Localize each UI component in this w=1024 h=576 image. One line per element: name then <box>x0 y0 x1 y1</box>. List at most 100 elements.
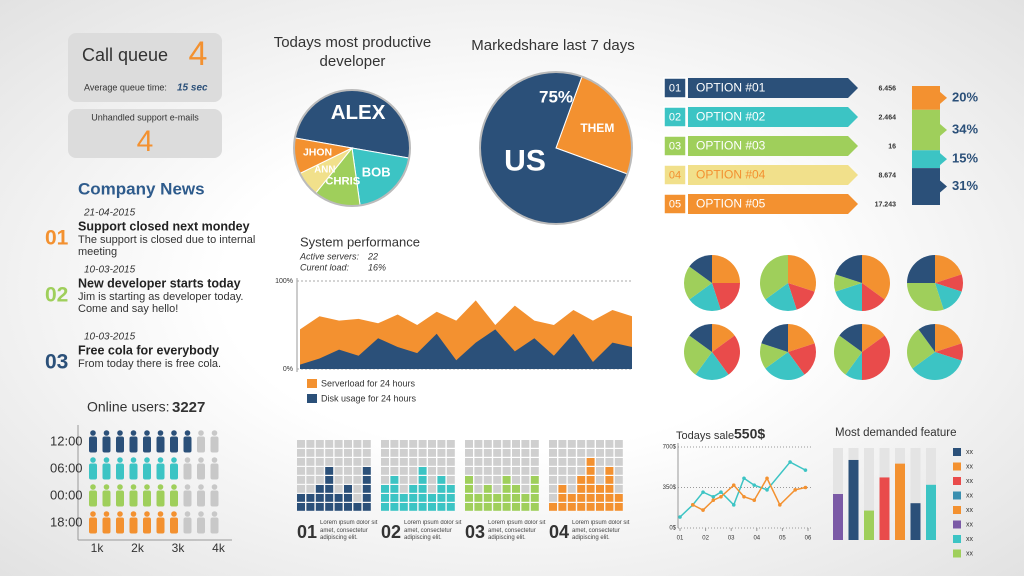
sales-total: 550$ <box>734 426 765 442</box>
waffle-cell <box>446 440 455 448</box>
person-head <box>130 511 137 517</box>
person-body <box>210 463 219 480</box>
news-date: 10-03-2015 <box>84 265 136 276</box>
option-bar <box>688 194 858 214</box>
perf-stat-label: Curent load: <box>300 262 350 272</box>
waffle-column <box>614 440 623 511</box>
waffle-cell <box>362 476 371 484</box>
legend-label: Serverload for 24 hours <box>321 378 416 388</box>
pie-label: THEM <box>580 121 614 135</box>
waffle-cell <box>549 440 557 448</box>
legend-label: xx <box>966 478 974 485</box>
waffle-column <box>297 440 305 511</box>
waffle-cell <box>605 485 614 493</box>
legend-swatch <box>953 477 961 485</box>
person-body <box>143 490 151 507</box>
waffle-cell <box>315 494 324 502</box>
waffle-cell <box>399 440 408 448</box>
waffle-cell <box>483 485 492 493</box>
demanded-title: Most demanded feature <box>835 427 956 439</box>
waffle-cell <box>344 476 352 484</box>
person-head <box>184 430 191 436</box>
waffle-cell <box>446 494 455 502</box>
sales-line <box>692 476 806 511</box>
waffle-cell <box>344 458 352 466</box>
waffle-column <box>399 440 408 511</box>
stack-label: 34% <box>952 121 978 136</box>
person-head <box>90 430 96 436</box>
waffle-cell <box>474 476 483 484</box>
waffle-cell <box>418 494 427 502</box>
waffle-cell <box>418 485 427 493</box>
waffle-cell <box>512 458 520 466</box>
y-tick-label: 350$ <box>663 485 677 491</box>
person-body <box>143 436 151 453</box>
waffle-cell <box>567 440 576 448</box>
waffle-cell <box>344 503 352 511</box>
pie-outline <box>479 71 633 225</box>
sales-dot <box>678 515 682 519</box>
small-pie-slice <box>906 329 935 369</box>
legend-label: xx <box>966 507 974 514</box>
person-body <box>170 517 178 534</box>
waffle-cell <box>390 494 399 502</box>
waffle-cell <box>437 458 446 466</box>
waffle-cell <box>521 485 530 493</box>
bar <box>848 459 859 540</box>
sales-dot <box>719 494 723 499</box>
bar <box>833 494 843 540</box>
waffle-cell <box>474 440 483 448</box>
legend-label: xx <box>966 492 974 499</box>
person-head <box>103 457 110 463</box>
waffle-column <box>483 440 492 511</box>
news-body: The support is closed due to internal me… <box>78 234 256 258</box>
waffle-column <box>418 440 427 511</box>
bar <box>864 510 874 540</box>
person-head <box>117 457 123 463</box>
waffle-cell <box>437 467 446 475</box>
waffle-number: 03 <box>465 522 485 542</box>
waffle-number: 02 <box>381 522 401 542</box>
waffle-column <box>530 440 539 511</box>
person-body <box>156 463 165 480</box>
waffle-cell <box>549 467 557 475</box>
waffle-cell <box>493 476 502 484</box>
online-axis-label: 3k <box>172 541 186 555</box>
call-queue-box <box>68 33 222 102</box>
option-label: OPTION #04 <box>696 168 766 182</box>
small-pie-slice <box>765 352 805 381</box>
waffle-cell <box>353 440 362 448</box>
online-label: Online users: <box>87 399 169 415</box>
avg-value: 15 sec <box>177 83 208 94</box>
person-head <box>103 511 110 517</box>
waffle-cell <box>353 458 362 466</box>
waffle-column <box>586 440 595 511</box>
y-tick-label: 0$ <box>669 526 676 532</box>
news-title: Company News <box>78 179 205 198</box>
legend-swatch <box>307 394 317 403</box>
waffle-cell <box>315 467 324 475</box>
waffle-cell <box>306 467 315 475</box>
person-body <box>89 463 97 480</box>
waffle-cell <box>586 503 595 511</box>
waffle-cell <box>502 503 511 511</box>
person-body <box>183 463 192 480</box>
waffle-cell <box>512 476 520 484</box>
stack-segment <box>912 150 940 169</box>
waffle-cell <box>474 494 483 502</box>
person-head <box>144 484 150 490</box>
bar <box>910 503 921 540</box>
waffle-cell <box>530 503 539 511</box>
small-pie-slice <box>761 324 788 352</box>
person-head <box>198 511 204 517</box>
bar-background <box>864 448 874 540</box>
waffle-cell <box>614 485 623 493</box>
waffle-text: Lorem ipsum dolor sit amet, consectetur … <box>488 520 546 541</box>
sales-dot <box>701 508 705 512</box>
waffle-cell <box>502 467 511 475</box>
waffle-cell <box>577 476 586 484</box>
waffle-cell <box>446 503 455 511</box>
waffle-cell <box>353 467 362 475</box>
waffle-cell <box>549 494 557 502</box>
waffle-cell <box>315 458 324 466</box>
